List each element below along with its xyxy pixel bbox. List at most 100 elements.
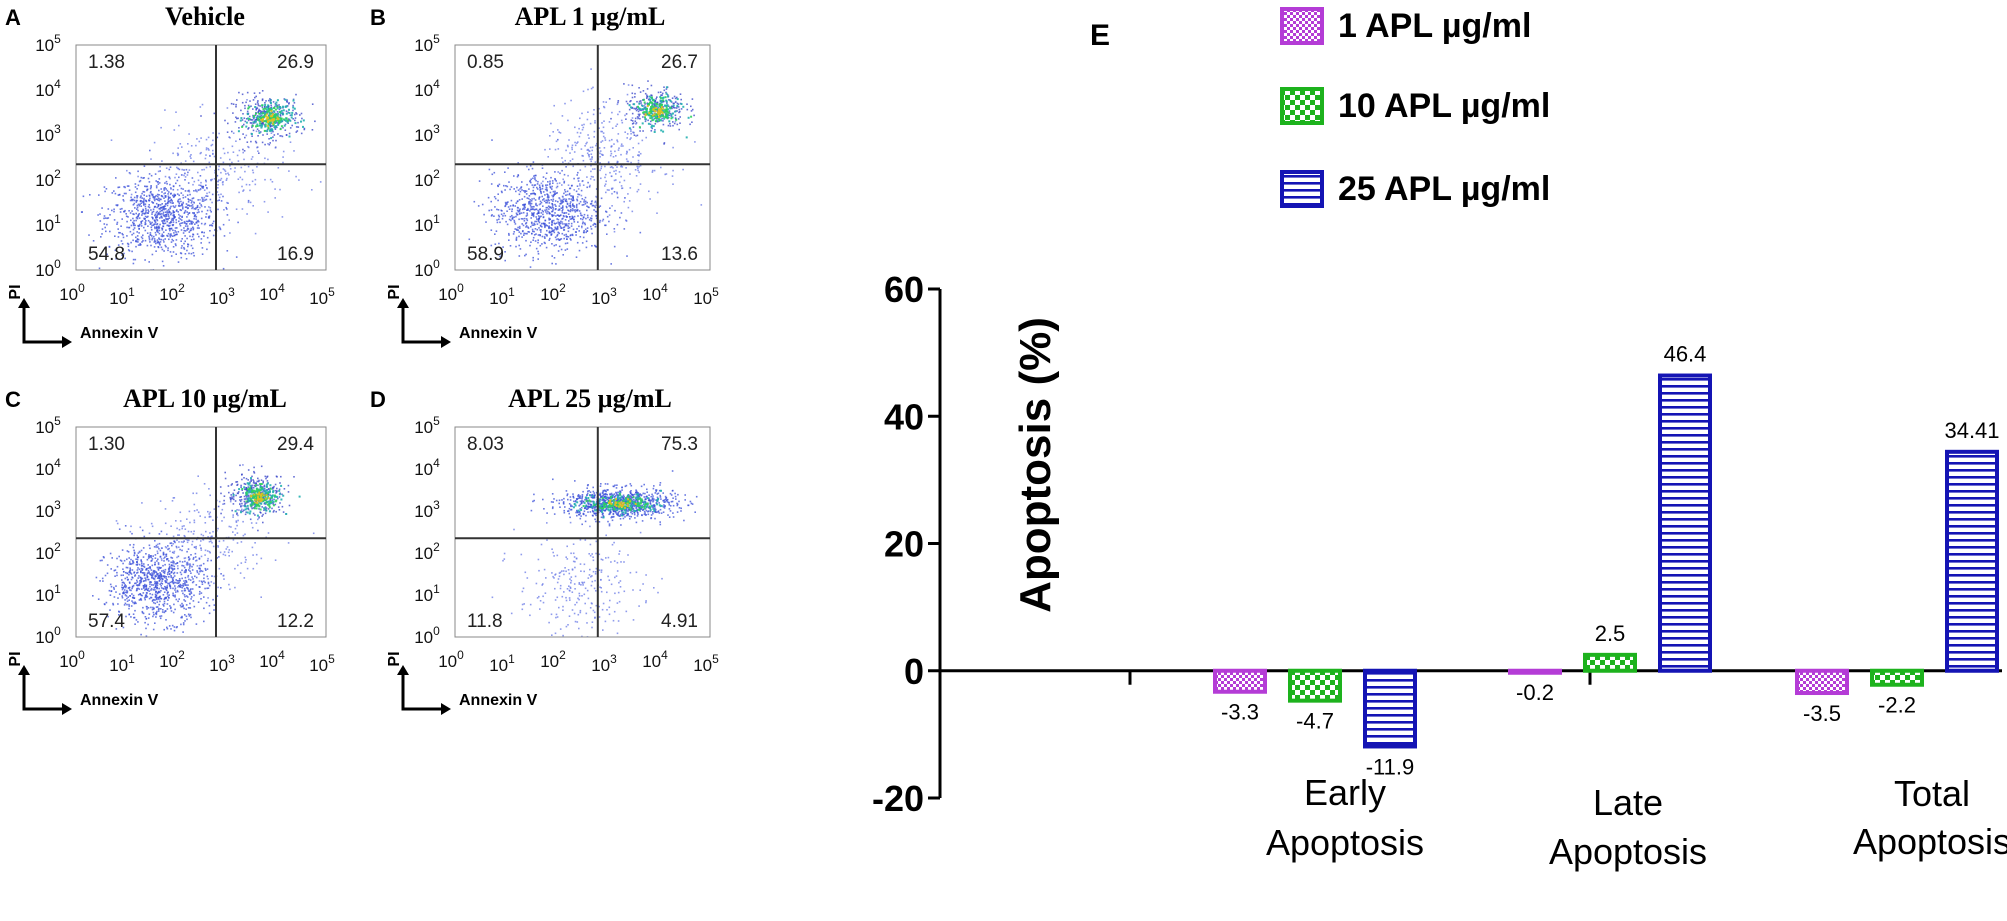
event-dot	[143, 572, 146, 574]
event-dot	[188, 133, 190, 135]
event-dot	[630, 130, 632, 132]
event-dot	[121, 581, 124, 584]
event-dot	[132, 584, 135, 587]
event-dot	[287, 542, 290, 544]
event-dot	[284, 129, 287, 131]
event-dot	[128, 573, 130, 576]
event-dot	[166, 585, 169, 587]
event-dot	[620, 175, 622, 178]
event-dot	[203, 196, 206, 199]
event-dot	[611, 111, 613, 114]
density-dot	[267, 120, 269, 123]
event-dot	[156, 610, 158, 613]
event-dot	[159, 574, 161, 577]
event-dot	[141, 569, 144, 572]
event-dot	[187, 213, 189, 216]
event-dot	[267, 143, 269, 145]
event-dot	[678, 128, 680, 131]
event-dot	[572, 165, 574, 168]
event-dot	[562, 178, 564, 181]
event-dot	[241, 93, 244, 96]
event-dot	[181, 525, 184, 528]
event-dot	[547, 193, 549, 196]
event-dot	[190, 145, 193, 147]
event-dot	[148, 237, 151, 239]
event-dot	[181, 602, 183, 605]
event-dot	[473, 200, 476, 203]
density-dot	[649, 98, 651, 101]
density-dot	[628, 127, 631, 130]
event-dot	[261, 141, 264, 144]
density-dot	[258, 112, 261, 115]
event-dot	[101, 207, 103, 209]
event-dot	[257, 529, 259, 532]
event-dot	[542, 176, 545, 178]
event-dot	[504, 171, 506, 173]
event-dot	[172, 251, 175, 253]
event-dot	[194, 208, 197, 210]
event-dot	[190, 154, 192, 156]
event-dot	[564, 249, 567, 251]
event-dot	[288, 132, 291, 135]
event-dot	[242, 190, 244, 192]
event-dot	[569, 209, 572, 211]
event-dot	[631, 123, 634, 125]
event-dot	[516, 206, 519, 209]
density-dot	[666, 104, 669, 107]
event-dot	[172, 581, 175, 583]
event-dot	[566, 206, 568, 209]
event-dot	[590, 87, 593, 90]
event-dot	[542, 222, 545, 225]
event-dot	[201, 198, 204, 201]
event-dot	[247, 119, 250, 122]
event-dot	[530, 206, 532, 208]
density-dot	[250, 501, 253, 504]
event-dot	[142, 200, 144, 203]
event-dot	[526, 232, 528, 235]
event-dot	[561, 221, 564, 223]
density-dot	[285, 119, 288, 122]
event-dot	[176, 556, 178, 559]
event-dot	[126, 558, 128, 561]
event-dot	[568, 192, 571, 195]
event-dot	[162, 213, 164, 215]
event-dot	[184, 589, 187, 592]
event-dot	[533, 175, 535, 177]
event-dot	[637, 110, 640, 113]
quadrant-upper-left: 1.38	[88, 52, 125, 73]
event-dot	[515, 238, 518, 240]
event-dot	[158, 226, 161, 229]
event-dot	[490, 209, 493, 211]
event-dot	[179, 209, 182, 211]
density-dot	[645, 110, 648, 113]
event-dot	[573, 177, 575, 180]
density-dot	[273, 118, 275, 121]
event-dot	[197, 224, 199, 227]
event-dot	[245, 502, 248, 504]
event-dot	[121, 243, 124, 245]
event-dot	[209, 511, 211, 514]
event-dot	[240, 109, 242, 112]
event-dot	[188, 252, 190, 255]
event-dot	[165, 553, 168, 556]
event-dot	[130, 616, 132, 618]
event-dot	[138, 588, 141, 590]
event-dot	[209, 494, 211, 497]
event-dot	[236, 532, 239, 534]
event-dot	[104, 217, 107, 219]
event-dot	[279, 135, 281, 137]
event-dot	[195, 623, 198, 625]
event-dot	[488, 168, 491, 171]
event-dot	[115, 628, 118, 630]
event-dot	[690, 105, 692, 108]
event-dot	[248, 184, 251, 186]
y-tick-label: 103	[35, 122, 61, 145]
event-dot	[537, 180, 539, 183]
event-dot	[140, 205, 142, 207]
event-dot	[625, 113, 628, 115]
event-dot	[200, 205, 203, 208]
event-dot	[601, 140, 604, 142]
y-tick-label: 101	[414, 212, 440, 235]
event-dot	[166, 220, 168, 223]
event-dot	[211, 225, 214, 227]
